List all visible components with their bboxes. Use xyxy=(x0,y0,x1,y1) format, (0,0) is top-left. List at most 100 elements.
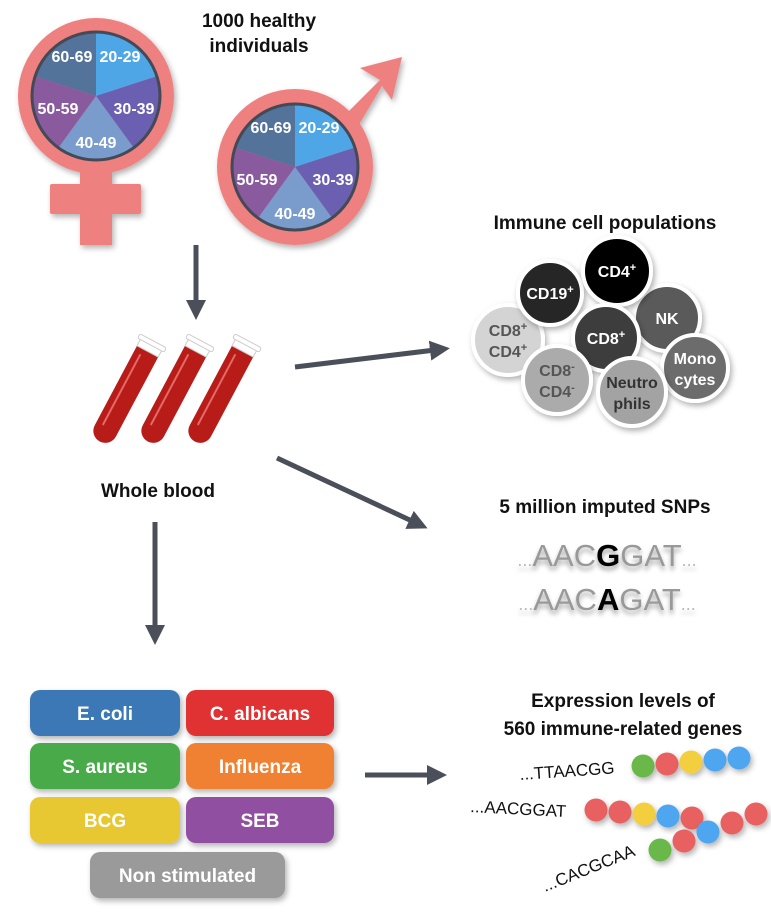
gene-sequence: ...TTAACGG xyxy=(519,758,615,784)
immune-cell-monocytes: Mono cytes xyxy=(660,333,730,403)
cell-label: CD4+ xyxy=(489,342,527,361)
age-group-label: 50-59 xyxy=(38,101,79,118)
snps-title: 5 million imputed SNPs xyxy=(499,497,710,518)
cell-label: Neutro xyxy=(606,375,658,392)
pie-slice-50-59 xyxy=(232,147,295,218)
age-group-label: 50-59 xyxy=(237,172,278,189)
blood-tube xyxy=(188,333,262,443)
arrow-blood-to-snps xyxy=(275,455,428,529)
expression-bead-red xyxy=(720,811,744,835)
immune-cell-cd8: CD8+ xyxy=(571,303,641,373)
cell-label: CD8- xyxy=(539,361,575,380)
expression-bead-yellow xyxy=(679,750,703,774)
expression-bead-red xyxy=(608,800,632,824)
arrow-blood-to-cells xyxy=(294,340,450,370)
stimulus-influenza: Influenza xyxy=(186,743,334,789)
blood-tube xyxy=(93,333,167,443)
flow-arrows xyxy=(145,245,450,785)
stimulus-non-stimulated: Non stimulated xyxy=(90,852,285,898)
stimulus-c-albicans: C. albicans xyxy=(186,690,334,736)
age-group-label: 20-29 xyxy=(100,49,141,66)
cell-label: CD8+ xyxy=(587,329,625,348)
gene-expression-row: ...TTAACGG xyxy=(519,746,751,784)
expression-bead-green xyxy=(648,838,672,862)
cell-label: NK xyxy=(655,311,679,328)
stimulus-bcg: BCG xyxy=(30,797,180,843)
expression-bead-blue xyxy=(703,748,727,772)
cell-label: cytes xyxy=(675,372,716,389)
pie-slice-50-59 xyxy=(32,76,96,148)
snp-sequence: ...AACAGAT... xyxy=(518,582,696,617)
gene-sequence: ...AACGGAT xyxy=(470,797,567,821)
cell-label: CD4+ xyxy=(598,262,636,281)
snp-allele: A xyxy=(597,582,619,617)
pie-slice-40-49 xyxy=(257,167,333,231)
stimulus-label: Influenza xyxy=(219,757,302,778)
immune-cells-title: Immune cell populations xyxy=(494,213,717,234)
expression-bead-yellow xyxy=(632,802,656,826)
pie-slice-30-39 xyxy=(295,147,358,218)
gene-sequence: ...CACGCAA xyxy=(539,841,638,896)
expression-bead-red xyxy=(584,798,608,822)
immune-cell-cluster: CD8+ CD4+ CD19+ NK CD4+ CD8+ Mono cytes CD8- CD4-… xyxy=(471,235,730,428)
stimulus-label: Non stimulated xyxy=(119,866,256,887)
cohort-title-line1: 1000 healthy xyxy=(202,11,316,32)
stimulus-label: BCG xyxy=(84,811,126,832)
pie-border xyxy=(230,102,360,232)
expression-bead-red xyxy=(744,802,768,826)
age-group-label: 40-49 xyxy=(76,135,117,152)
stimulus-label: E. coli xyxy=(77,704,133,725)
expression-bead-blue xyxy=(656,804,680,828)
cell-label: CD8+ xyxy=(489,321,527,340)
expression-bead-blue xyxy=(727,746,751,770)
age-group-label: 40-49 xyxy=(275,206,316,223)
expression-bead-red xyxy=(655,752,679,776)
age-group-label: 60-69 xyxy=(52,49,93,66)
pie-slice-60-69 xyxy=(235,104,295,167)
cell-label: CD19+ xyxy=(526,284,573,303)
expression-bead-red xyxy=(672,829,696,853)
pie-slice-60-69 xyxy=(35,32,96,96)
expression-title-line2: 560 immune-related genes xyxy=(504,719,743,740)
stimulus-seb: SEB xyxy=(186,797,334,843)
stimulus-label: SEB xyxy=(240,811,279,832)
snp-sequence: ...AACGGAT... xyxy=(517,538,696,573)
cell-label: CD4- xyxy=(539,382,575,401)
snp-sequences: ...AACGGAT... ...AACAGAT... xyxy=(517,538,696,617)
pie-slice-20-29 xyxy=(295,104,355,167)
pie-slice-30-39 xyxy=(96,76,161,148)
age-group-label: 60-69 xyxy=(251,120,292,137)
pie-border xyxy=(30,30,162,162)
stimulus-e-coli: E. coli xyxy=(30,690,180,736)
age-group-label: 20-29 xyxy=(299,120,340,137)
expression-bead-green xyxy=(631,754,655,778)
whole-blood-label: Whole blood xyxy=(101,481,215,502)
stimulus-label: C. albicans xyxy=(210,704,310,725)
expression-bead-blue xyxy=(696,820,720,844)
stimulus-label: S. aureus xyxy=(62,757,148,778)
immune-cell-cd19: CD19+ xyxy=(516,259,584,327)
stimulus-s-aureus: S. aureus xyxy=(30,743,180,789)
age-group-label: 30-39 xyxy=(114,101,155,118)
female-age-pie: 20-29 30-39 40-49 50-59 60-69 xyxy=(30,30,162,162)
cell-label: Mono xyxy=(674,351,717,368)
stimuli-panel: E. coli C. albicans S. aureus Influenza BCG S… xyxy=(30,690,334,898)
cohort-title-line2: individuals xyxy=(209,36,308,57)
immune-cell-cd4: CD4+ xyxy=(581,235,653,307)
immune-cell-cd8cd4: CD8+ CD4+ xyxy=(471,303,545,377)
snp-allele: G xyxy=(596,538,620,573)
immune-cell-neutrophils: Neutro phils xyxy=(596,356,668,428)
cell-label: phils xyxy=(613,396,650,413)
immune-cell-cd8cd4: CD8- CD4- xyxy=(521,344,593,416)
gene-expression-row: ...AACGGAT xyxy=(470,797,704,830)
expression-bead-red xyxy=(680,806,704,830)
blood-tube xyxy=(141,333,215,443)
expression-title-line1: Expression levels of xyxy=(531,691,715,712)
expression-sequences: ...TTAACGG ...AACGGAT ...CACGCAA xyxy=(470,746,768,896)
age-group-label: 30-39 xyxy=(313,172,354,189)
pie-slice-40-49 xyxy=(58,96,134,160)
test-tubes-icon xyxy=(93,333,262,443)
pie-slice-20-29 xyxy=(96,32,157,96)
male-age-pie: 20-29 30-39 40-49 50-59 60-69 xyxy=(230,102,360,232)
